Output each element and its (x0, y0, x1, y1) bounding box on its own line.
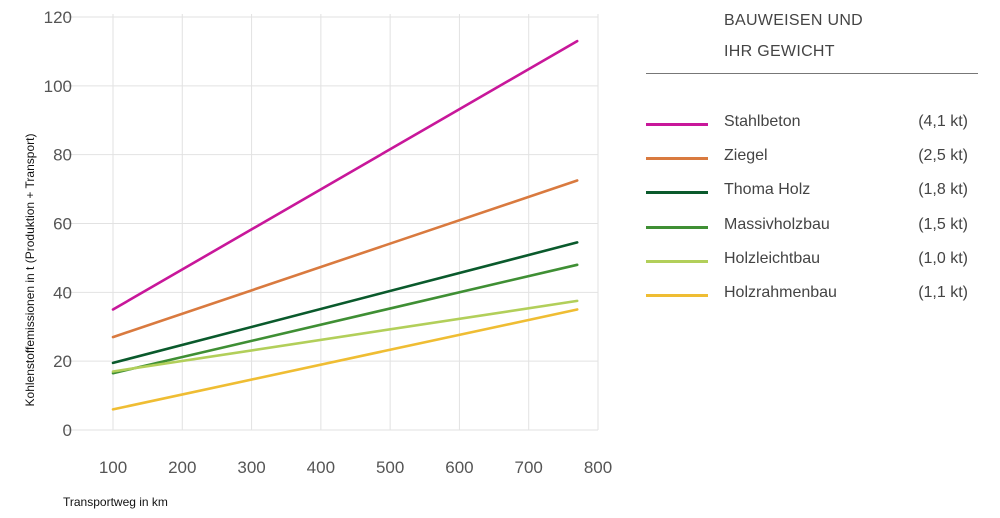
legend-list: Stahlbeton (4,1 kt) Ziegel (2,5 kt) Thom… (646, 109, 978, 314)
grid (65, 14, 599, 431)
x-tick-label: 700 (515, 458, 543, 477)
y-tick-label: 60 (53, 215, 72, 234)
x-axis-ticks: 100 200 300 400 500 600 700 800 (99, 458, 612, 477)
legend: BAUWEISEN UND IHR GEWICHT Stahlbeton (4,… (646, 0, 978, 314)
legend-title: BAUWEISEN UND IHR GEWICHT (724, 0, 978, 67)
legend-swatch (646, 191, 708, 195)
x-tick-label: 800 (584, 458, 612, 477)
series-line-ziegel (111, 179, 579, 339)
legend-item: Massivholzbau (1,5 kt) (646, 212, 978, 246)
legend-item: Ziegel (2,5 kt) (646, 143, 978, 177)
legend-swatch (646, 157, 708, 161)
legend-label: Thoma Holz (724, 181, 811, 199)
legend-weight: (2,5 kt) (918, 147, 968, 165)
x-tick-label: 400 (307, 458, 335, 477)
legend-swatch (646, 123, 708, 126)
series-lines (111, 39, 579, 411)
legend-swatch (646, 225, 708, 229)
legend-label: Holzrahmenbau (724, 283, 837, 301)
legend-weight: (4,1 kt) (918, 113, 968, 130)
y-tick-label: 100 (44, 77, 72, 96)
legend-weight: (1,5 kt) (918, 215, 968, 233)
series-line-stahlbeton (111, 39, 579, 311)
y-axis-ticks: 0 20 40 60 80 100 120 (44, 8, 72, 440)
x-tick-label: 100 (99, 458, 127, 477)
series-line-holzrahmenbau (111, 308, 579, 411)
y-tick-label: 40 (53, 283, 72, 302)
series-line-holzleichtbau (111, 299, 579, 373)
legend-item: Thoma Holz (1,8 kt) (646, 177, 978, 211)
y-tick-label: 20 (53, 352, 72, 371)
y-tick-label: 80 (53, 146, 72, 165)
legend-weight: (1,1 kt) (918, 283, 968, 301)
series-line-thoma-holz (111, 241, 579, 365)
line-chart: 0 20 40 60 80 100 120 100 200 300 400 500 600 700 800… (23, 8, 612, 509)
legend-swatch (646, 259, 708, 263)
legend-swatch (646, 293, 708, 297)
legend-item: Stahlbeton (4,1 kt) (646, 109, 978, 143)
legend-label: Stahlbeton (724, 113, 801, 130)
y-tick-label: 0 (63, 421, 72, 440)
x-tick-label: 300 (237, 458, 265, 477)
series-line-massivholzbau (111, 263, 579, 375)
legend-title-line-2: IHR GEWICHT (724, 43, 835, 60)
legend-weight: (1,0 kt) (918, 249, 968, 267)
legend-weight: (1,8 kt) (918, 181, 968, 199)
legend-item: Holzrahmenbau (1,1 kt) (646, 280, 978, 314)
legend-divider (646, 73, 978, 74)
x-tick-label: 600 (445, 458, 473, 477)
legend-label: Massivholzbau (724, 215, 830, 233)
legend-label: Holzleichtbau (724, 249, 821, 267)
x-tick-label: 500 (376, 458, 404, 477)
x-axis-title: Transportweg in km (63, 495, 168, 509)
legend-item: Holzleichtbau (1,0 kt) (646, 246, 978, 280)
y-tick-label: 120 (44, 8, 72, 27)
x-tick-label: 200 (168, 458, 196, 477)
legend-title-line-1: BAUWEISEN UND (724, 12, 864, 29)
legend-label: Ziegel (724, 147, 768, 165)
y-axis-title: Kohlenstoffemissionen in t (Produktion +… (23, 134, 37, 407)
